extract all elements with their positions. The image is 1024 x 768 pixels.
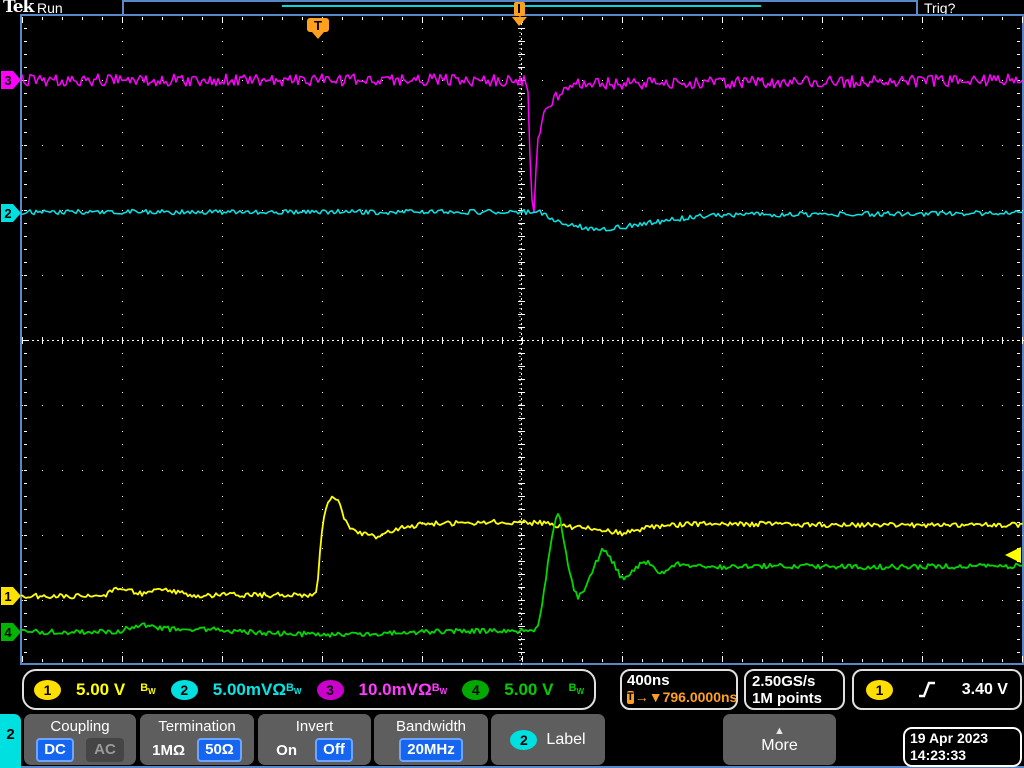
horizontal-readout: 400ns T→▼796.0000ns — [620, 669, 738, 710]
label-button-text: Label — [546, 731, 585, 749]
svg-text:T: T — [314, 18, 322, 33]
ch3-scale: 10.0mVΩ — [359, 680, 432, 700]
svg-text:4: 4 — [4, 625, 12, 640]
bandwidth-button[interactable]: Bandwidth 20MHz — [374, 714, 488, 765]
ch2-scale: 5.00mVΩ — [213, 680, 286, 700]
ch1-scale: 5.00 V — [76, 680, 125, 700]
ch3-badge[interactable]: 3 — [317, 680, 344, 700]
rising-edge-icon — [918, 680, 936, 699]
bandwidth-value-option[interactable]: 20MHz — [399, 738, 463, 762]
bandwidth-label: Bandwidth — [396, 718, 466, 735]
svg-text:2: 2 — [4, 206, 11, 221]
bandwidth-options: 20MHz — [374, 738, 488, 762]
coupling-dc-option[interactable]: DC — [36, 738, 74, 762]
delay-arrow-icon: →▼ — [635, 689, 663, 706]
ch2-scale-group: 5.00mVΩ BW — [213, 680, 302, 700]
ch1-badge[interactable]: 1 — [34, 680, 61, 700]
channel-readouts: 1 5.00 V BW 2 5.00mVΩ BW 3 10.0mVΩ BW 4 … — [22, 669, 596, 710]
coupling-ac-option[interactable]: AC — [86, 738, 124, 762]
datetime-box: 19 Apr 2023 14:23:33 — [903, 727, 1022, 767]
termination-1m-option[interactable]: 1MΩ — [152, 742, 185, 759]
bottom-menu: 2 Coupling DC AC Termination 1MΩ 50Ω Inv… — [0, 712, 1024, 768]
trigger-delay-readout: T→▼796.0000ns — [627, 689, 731, 706]
timebase-scale: 400ns — [627, 673, 731, 689]
termination-button[interactable]: Termination 1MΩ 50Ω — [140, 714, 254, 765]
invert-label: Invert — [296, 718, 334, 735]
termination-50-option[interactable]: 50Ω — [197, 738, 242, 762]
ch4-badge[interactable]: 4 — [462, 680, 489, 700]
more-up-arrow-icon: ▲ — [774, 725, 785, 737]
termination-label: Termination — [158, 718, 236, 735]
waveform-display: 3 2 1 4 T — [0, 0, 1024, 666]
ch4-bandwidth-limit-icon: BW — [568, 682, 584, 696]
more-button[interactable]: ▲ More — [723, 714, 836, 765]
ch2-badge[interactable]: 2 — [171, 680, 198, 700]
sample-rate: 2.50GS/s — [752, 673, 837, 690]
oscilloscope-screen: Tek Run Trig? 3214T 1 5.00 V BW 2 5.00mV… — [0, 0, 1024, 768]
invert-off-option[interactable]: Off — [315, 738, 353, 762]
record-length: 1M points — [752, 690, 837, 707]
coupling-options: DC AC — [24, 738, 136, 762]
svg-text:3: 3 — [4, 73, 11, 88]
trigger-readout: 1 3.40 V — [852, 669, 1022, 710]
invert-button[interactable]: Invert On Off — [258, 714, 371, 765]
menu-channel-tab: 2 — [0, 714, 21, 768]
trigger-source-badge: 1 — [866, 680, 893, 700]
trigger-level: 3.40 V — [962, 681, 1008, 699]
label-channel-badge: 2 — [510, 730, 537, 750]
ch4-scale: 5.00 V — [504, 680, 553, 700]
ch3-bandwidth-limit-icon: BW — [432, 682, 448, 696]
trigger-t-icon: T — [627, 691, 634, 704]
more-button-text: More — [761, 737, 797, 755]
termination-options: 1MΩ 50Ω — [140, 738, 254, 762]
invert-options: On Off — [258, 738, 371, 762]
coupling-button[interactable]: Coupling DC AC — [24, 714, 136, 765]
ch1-bandwidth-limit-icon: BW — [140, 682, 156, 696]
acquisition-readout: 2.50GS/s 1M points — [744, 669, 845, 710]
ch2-bandwidth-limit-icon: BW — [286, 682, 302, 696]
ch3-scale-group: 10.0mVΩ BW — [359, 680, 448, 700]
delay-value: 796.0000ns — [663, 689, 738, 706]
date-text: 19 Apr 2023 — [910, 730, 1015, 747]
svg-text:1: 1 — [4, 589, 11, 604]
coupling-label: Coupling — [50, 718, 109, 735]
time-text: 14:23:33 — [910, 747, 1015, 764]
label-button[interactable]: 2 Label — [491, 714, 605, 765]
invert-on-option[interactable]: On — [276, 742, 297, 759]
